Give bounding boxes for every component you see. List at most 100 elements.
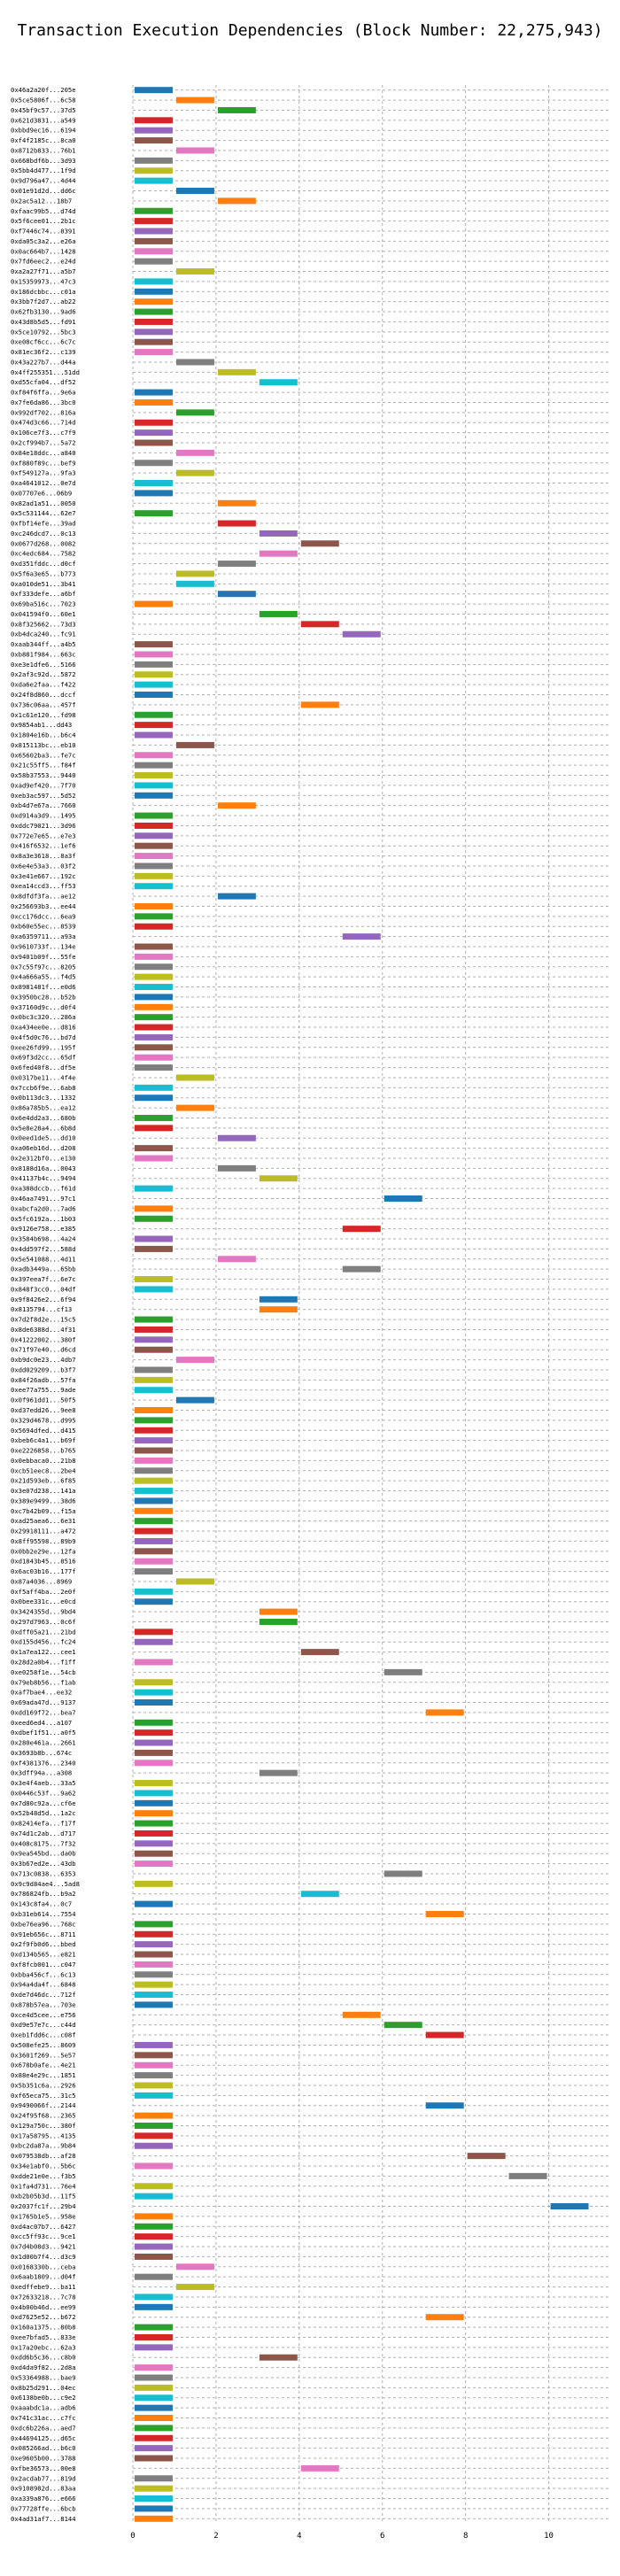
transaction-label: 0xbc2da87a...9b84 [11,2142,76,2150]
transaction-label: 0xf8fcb001...c047 [11,1961,76,1969]
transaction-label: 0x6138be0b...c9e2 [11,2394,76,2402]
transaction-label: 0x0677d268...0082 [11,539,76,547]
transaction-label: 0x28d2a0b4...f1ff [11,1658,76,1666]
transaction-bar [135,1346,173,1353]
transaction-bar [135,1488,173,1495]
transaction-label: 0x621d3831...a549 [11,116,76,124]
transaction-bar [135,1921,173,1928]
transaction-bar [135,883,173,890]
transaction-bar [135,1880,173,1887]
transaction-label: 0x143c8fa4...0c7 [11,1900,72,1908]
transaction-label: 0xea14ccd3...ff53 [11,882,76,890]
transaction-bar [217,499,256,507]
transaction-bar [135,2404,173,2411]
transaction-bar [135,1054,173,1061]
transaction-bar [259,530,298,537]
transaction-bar [135,2193,173,2200]
transaction-bar [135,1336,173,1343]
x-tick-label: 10 [544,2532,554,2541]
transaction-label: 0x389e9499...38d6 [11,1497,76,1505]
transaction-label: 0xd55cfa04...df52 [11,378,76,386]
transaction-label: 0x4f5d0c76...bd7d [11,1033,76,1041]
transaction-bar [135,711,173,718]
transaction-bar [135,681,173,688]
transaction-label: 0x01e91d2d...dd6c [11,187,76,195]
transaction-bar [135,2333,173,2340]
transaction-label: 0x397eea7f...6e7c [11,1275,76,1283]
transaction-bar [135,1286,173,1293]
transaction-label: 0x6ac03b16...177f [11,1567,76,1575]
transaction-bar [135,2485,173,2492]
transaction-bar [175,2263,214,2270]
transaction-label: 0xe9605b00...3788 [11,2455,76,2463]
transaction-label: 0xbeb6c4a1...b69f [11,1436,76,1444]
transaction-bar [135,943,173,950]
transaction-label: 0xde7d46dc...712f [11,1991,76,1999]
transaction-bar [135,2515,173,2522]
transaction-label: 0x5fc6192a...1b03 [11,1215,76,1223]
transaction-bar [135,207,173,214]
transaction-label: 0x7d2f8d2e...15c5 [11,1316,76,1324]
transaction-label: 0x1fa4d731...76e4 [11,2182,76,2190]
transaction-label: 0xd4da9f82...2d8a [11,2363,76,2371]
transaction-bar [384,1668,422,1675]
transaction-bar [135,2223,173,2230]
transaction-bar [175,1578,214,1585]
transaction-bar [135,1497,173,1505]
transaction-label: 0x69f3d2cc...65df [11,1054,76,1062]
transaction-bar [342,933,381,940]
transaction-label: 0x129a750c...380f [11,2122,76,2130]
transaction-label: 0x8981481f...e0d6 [11,983,76,991]
transaction-label: 0x8ff95598...89b9 [11,1537,76,1545]
transaction-label: 0x878b57ea...703e [11,2000,76,2008]
transaction-bar [175,97,214,104]
transaction-label: 0xdff05a21...21bd [11,1628,76,1636]
transaction-label: 0x9c9d84ae4...5ad8 [11,1880,80,1888]
transaction-bar [135,1114,173,1121]
transaction-label: 0x9610733f...134e [11,943,76,951]
transaction-label: 0x82ad1a51...0050 [11,499,76,507]
transaction-bar [135,872,173,879]
transaction-bar [175,580,214,587]
transaction-label: 0x37160d9c...d0f4 [11,1003,76,1011]
transaction-bar [135,762,173,769]
transaction-label: 0x53364988...bae9 [11,2373,76,2381]
transaction-label: 0xb9dc0e23...4db7 [11,1356,76,1364]
transaction-label: 0xdd6b5c36...c8b0 [11,2354,76,2362]
transaction-label: 0x329d4678...d995 [11,1416,76,1424]
transaction-label: 0x9126e758...e385 [11,1225,76,1233]
transaction-label: 0x91eb656c...8711 [11,1930,76,1938]
transaction-label: 0x9490066f...2144 [11,2101,76,2109]
transaction-label: 0xf7446c74...8391 [11,228,76,236]
transaction-bar [135,419,173,426]
transaction-bar [135,318,173,325]
transaction-label: 0x1d00b7f4...d3c9 [11,2253,76,2261]
transaction-bar [135,2183,173,2190]
transaction-bar [135,953,173,960]
transaction-label: 0x085266ad...b6c0 [11,2444,76,2452]
transaction-bar [135,792,173,799]
transaction-bar [135,1507,173,1514]
transaction-label: 0xddc79021...3d96 [11,822,76,830]
transaction-label: 0xd4ac07b7...6427 [11,2223,76,2231]
transaction-label: 0x8de6388d...4f31 [11,1326,76,1334]
transaction-label: 0x62fb3130...9ad6 [11,308,76,316]
transaction-bar [425,2102,464,2109]
transaction-bar [135,1437,173,1444]
transaction-label: 0xaab344ff...a4b5 [11,640,76,648]
transaction-bar [135,1406,173,1413]
transaction-bar [135,1044,173,1051]
transaction-bar [135,2364,173,2371]
transaction-label: 0x1765b1e5...958e [11,2212,76,2220]
transaction-label: 0xc4edc684...7582 [11,550,76,558]
transaction-label: 0xabcfa2d0...7ad6 [11,1204,76,1212]
transaction-bar [135,1588,173,1595]
transaction-label: 0xb4d7e67a...7660 [11,801,76,809]
transaction-bar [175,2284,214,2291]
transaction-label: 0xeb1fdd6c...c08f [11,2031,76,2039]
transaction-bar [135,177,173,184]
transaction-label: 0x65602ba3...fe7c [11,751,76,759]
transaction-label: 0xf333defe...a6bf [11,590,76,598]
transaction-bar [135,228,173,235]
